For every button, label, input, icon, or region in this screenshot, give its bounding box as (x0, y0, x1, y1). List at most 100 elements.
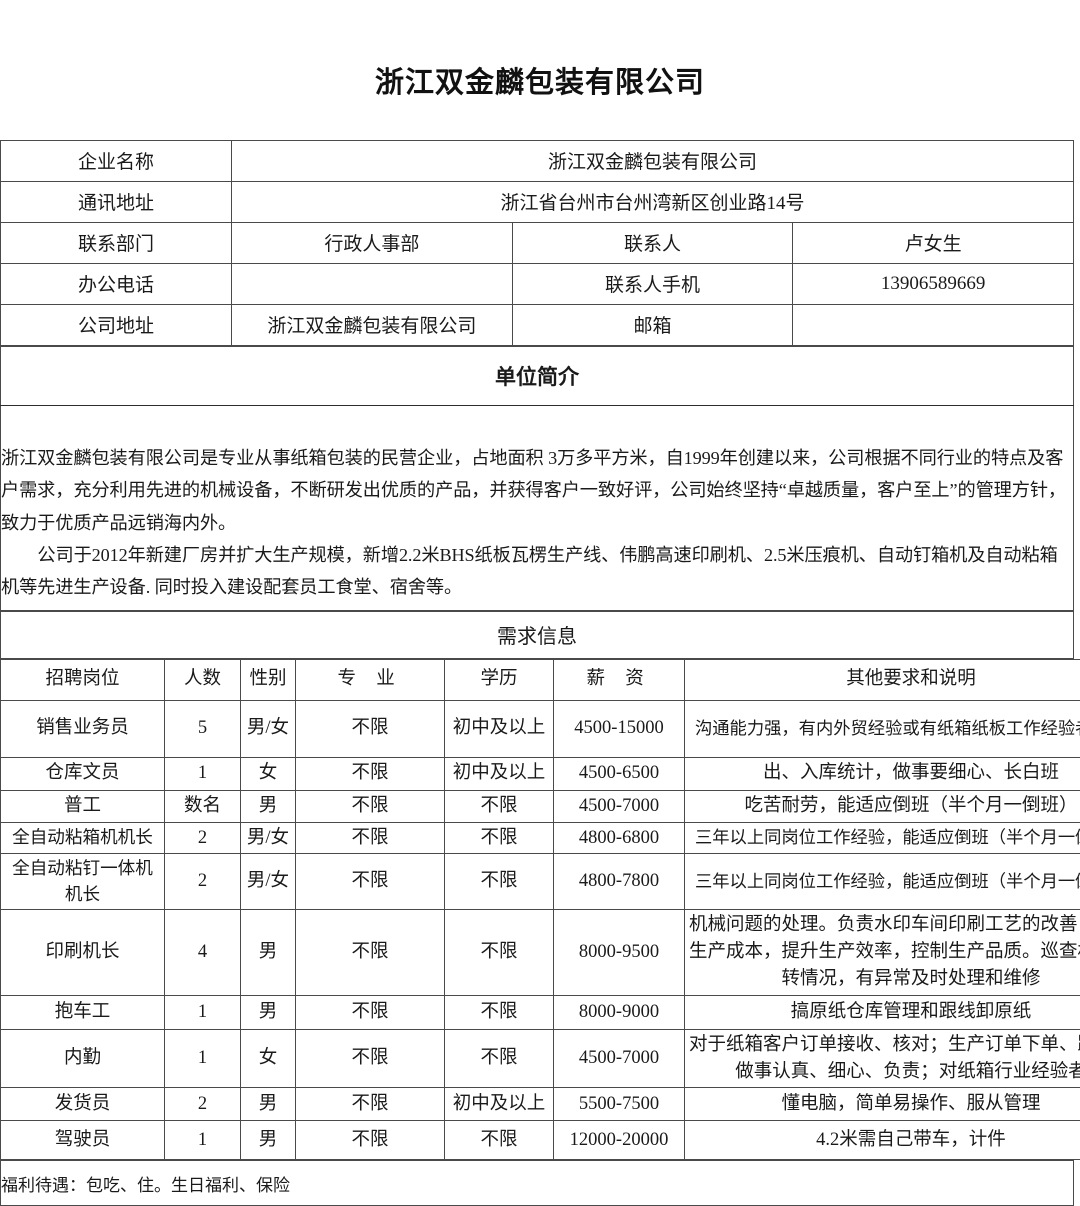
info-value-contact-department: 行政人事部 (232, 222, 513, 263)
table-row: 抱车工 1 男 不限 不限 8000-9000 搞原纸仓库管理和跟线卸原纸 (1, 995, 1080, 1029)
intro-paragraph-2: 公司于2012年新建厂房并扩大生产规模，新增2.2米BHS纸板瓦楞生产线、伟鹏高… (1, 539, 1071, 604)
intro-heading-table: 单位简介 (0, 346, 1074, 406)
info-value-contact-mobile: 13906589669 (793, 263, 1074, 304)
column-header-gender: 性别 (241, 659, 296, 700)
job-major: 不限 (296, 1088, 445, 1121)
job-post: 发货员 (1, 1088, 165, 1121)
job-education: 不限 (445, 854, 554, 910)
job-requirements-table: 招聘岗位 人数 性别 专 业 学历 薪 资 其他要求和说明 销售业务员 5 男/… (0, 659, 1080, 1161)
job-gender: 男/女 (241, 822, 296, 854)
column-header-note: 其他要求和说明 (685, 659, 1080, 700)
job-major: 不限 (296, 1121, 445, 1160)
job-salary: 4500-7000 (554, 1029, 685, 1088)
job-education: 不限 (445, 910, 554, 995)
job-education: 不限 (445, 1029, 554, 1088)
job-post: 全自动粘钉一体机机长 (1, 854, 165, 910)
table-row: 内勤 1 女 不限 不限 4500-7000 对于纸箱客户订单接收、核对；生产订… (1, 1029, 1080, 1088)
info-value-mailing-address: 浙江省台州市台州湾新区创业路14号 (232, 181, 1074, 222)
page-title: 浙江双金麟包装有限公司 (0, 0, 1080, 101)
table-row: 浙江双金麟包装有限公司是专业从事纸箱包装的民营企业，占地面积 3万多平方米，自1… (1, 406, 1074, 610)
table-row: 驾驶员 1 男 不限 不限 12000-20000 4.2米需自己带车，计件 (1, 1121, 1080, 1160)
job-education: 初中及以上 (445, 1088, 554, 1121)
job-count: 1 (165, 1121, 241, 1160)
info-label-company-name: 企业名称 (1, 140, 232, 181)
job-gender: 男 (241, 1121, 296, 1160)
info-value-email (793, 304, 1074, 345)
job-education: 不限 (445, 822, 554, 854)
job-education: 不限 (445, 995, 554, 1029)
intro-heading: 单位简介 (1, 346, 1074, 405)
table-row: 公司地址 浙江双金麟包装有限公司 邮箱 (1, 304, 1074, 345)
job-major: 不限 (296, 1029, 445, 1088)
info-value-company-address: 浙江双金麟包装有限公司 (232, 304, 513, 345)
table-row: 印刷机长 4 男 不限 不限 8000-9500 机械问题的处理。负责水印车间印… (1, 910, 1080, 995)
intro-body-table: 浙江双金麟包装有限公司是专业从事纸箱包装的民营企业，占地面积 3万多平方米，自1… (0, 406, 1074, 611)
table-row: 普工 数名 男 不限 不限 4500-7000 吃苦耐劳，能适应倒班（半个月一倒… (1, 790, 1080, 822)
job-gender: 男 (241, 995, 296, 1029)
job-note: 4.2米需自己带车，计件 (685, 1121, 1080, 1160)
job-post: 抱车工 (1, 995, 165, 1029)
recruitment-flyer-page: 浙江双金麟包装有限公司 企业名称 浙江双金麟包装有限公司 通讯地址 浙江省台州市… (0, 0, 1080, 1103)
needs-heading-table: 需求信息 (0, 611, 1074, 659)
job-education: 不限 (445, 790, 554, 822)
job-note: 懂电脑，简单易操作、服从管理 (685, 1088, 1080, 1121)
job-count: 1 (165, 1029, 241, 1088)
info-label-company-address: 公司地址 (1, 304, 232, 345)
job-gender: 男 (241, 790, 296, 822)
job-count: 2 (165, 854, 241, 910)
intro-paragraph-1: 浙江双金麟包装有限公司是专业从事纸箱包装的民营企业，占地面积 3万多平方米，自1… (1, 442, 1071, 539)
job-count: 1 (165, 757, 241, 790)
job-note: 搞原纸仓库管理和跟线卸原纸 (685, 995, 1080, 1029)
job-count: 1 (165, 995, 241, 1029)
job-count: 2 (165, 1088, 241, 1121)
job-major: 不限 (296, 790, 445, 822)
job-major: 不限 (296, 822, 445, 854)
table-row: 单位简介 (1, 346, 1074, 405)
job-salary: 8000-9500 (554, 910, 685, 995)
job-note: 出、入库统计，做事要细心、长白班 (685, 757, 1080, 790)
table-row: 仓库文员 1 女 不限 初中及以上 4500-6500 出、入库统计，做事要细心… (1, 757, 1080, 790)
job-gender: 男/女 (241, 854, 296, 910)
job-note: 对于纸箱客户订单接收、核对；生产订单下单、跟踪；做事认真、细心、负责；对纸箱行业… (685, 1029, 1080, 1088)
info-label-email: 邮箱 (512, 304, 793, 345)
job-gender: 女 (241, 757, 296, 790)
job-major: 不限 (296, 700, 445, 757)
info-label-contact-mobile: 联系人手机 (512, 263, 793, 304)
column-header-major: 专 业 (296, 659, 445, 700)
job-note: 机械问题的处理。负责水印车间印刷工艺的改善，节约生产成本，提升生产效率，控制生产… (685, 910, 1080, 995)
job-salary: 5500-7500 (554, 1088, 685, 1121)
benefits-footer-table: 福利待遇：包吃、住。生日福利、保险 (0, 1160, 1074, 1206)
job-salary: 12000-20000 (554, 1121, 685, 1160)
info-value-office-phone (232, 263, 513, 304)
job-post: 驾驶员 (1, 1121, 165, 1160)
table-row: 福利待遇：包吃、住。生日福利、保险 (1, 1161, 1074, 1206)
job-salary: 4500-6500 (554, 757, 685, 790)
job-education: 不限 (445, 1121, 554, 1160)
job-salary: 8000-9000 (554, 995, 685, 1029)
job-gender: 女 (241, 1029, 296, 1088)
job-salary: 4800-7800 (554, 854, 685, 910)
job-count: 4 (165, 910, 241, 995)
table-row: 办公电话 联系人手机 13906589669 (1, 263, 1074, 304)
table-row: 全自动粘箱机机长 2 男/女 不限 不限 4800-6800 三年以上同岗位工作… (1, 822, 1080, 854)
job-major: 不限 (296, 854, 445, 910)
job-major: 不限 (296, 910, 445, 995)
job-count: 数名 (165, 790, 241, 822)
job-note: 吃苦耐劳，能适应倒班（半个月一倒班） (685, 790, 1080, 822)
job-note: 沟通能力强，有内外贸经验或有纸箱纸板工作经验者优先 (685, 700, 1080, 757)
job-major: 不限 (296, 757, 445, 790)
job-salary: 4500-15000 (554, 700, 685, 757)
table-row: 通讯地址 浙江省台州市台州湾新区创业路14号 (1, 181, 1074, 222)
benefits-note-cell: 福利待遇：包吃、住。生日福利、保险 (1, 1161, 1074, 1206)
column-header-count: 人数 (165, 659, 241, 700)
info-value-contact-person: 卢女生 (793, 222, 1074, 263)
table-row: 需求信息 (1, 611, 1074, 658)
job-gender: 男 (241, 910, 296, 995)
job-salary: 4500-7000 (554, 790, 685, 822)
table-row: 发货员 2 男 不限 初中及以上 5500-7500 懂电脑，简单易操作、服从管… (1, 1088, 1080, 1121)
column-header-salary: 薪 资 (554, 659, 685, 700)
needs-heading: 需求信息 (1, 611, 1074, 658)
benefits-note: 福利待遇：包吃、住。生日福利、保险 (1, 1176, 290, 1195)
column-header-post: 招聘岗位 (1, 659, 165, 700)
job-education: 初中及以上 (445, 700, 554, 757)
